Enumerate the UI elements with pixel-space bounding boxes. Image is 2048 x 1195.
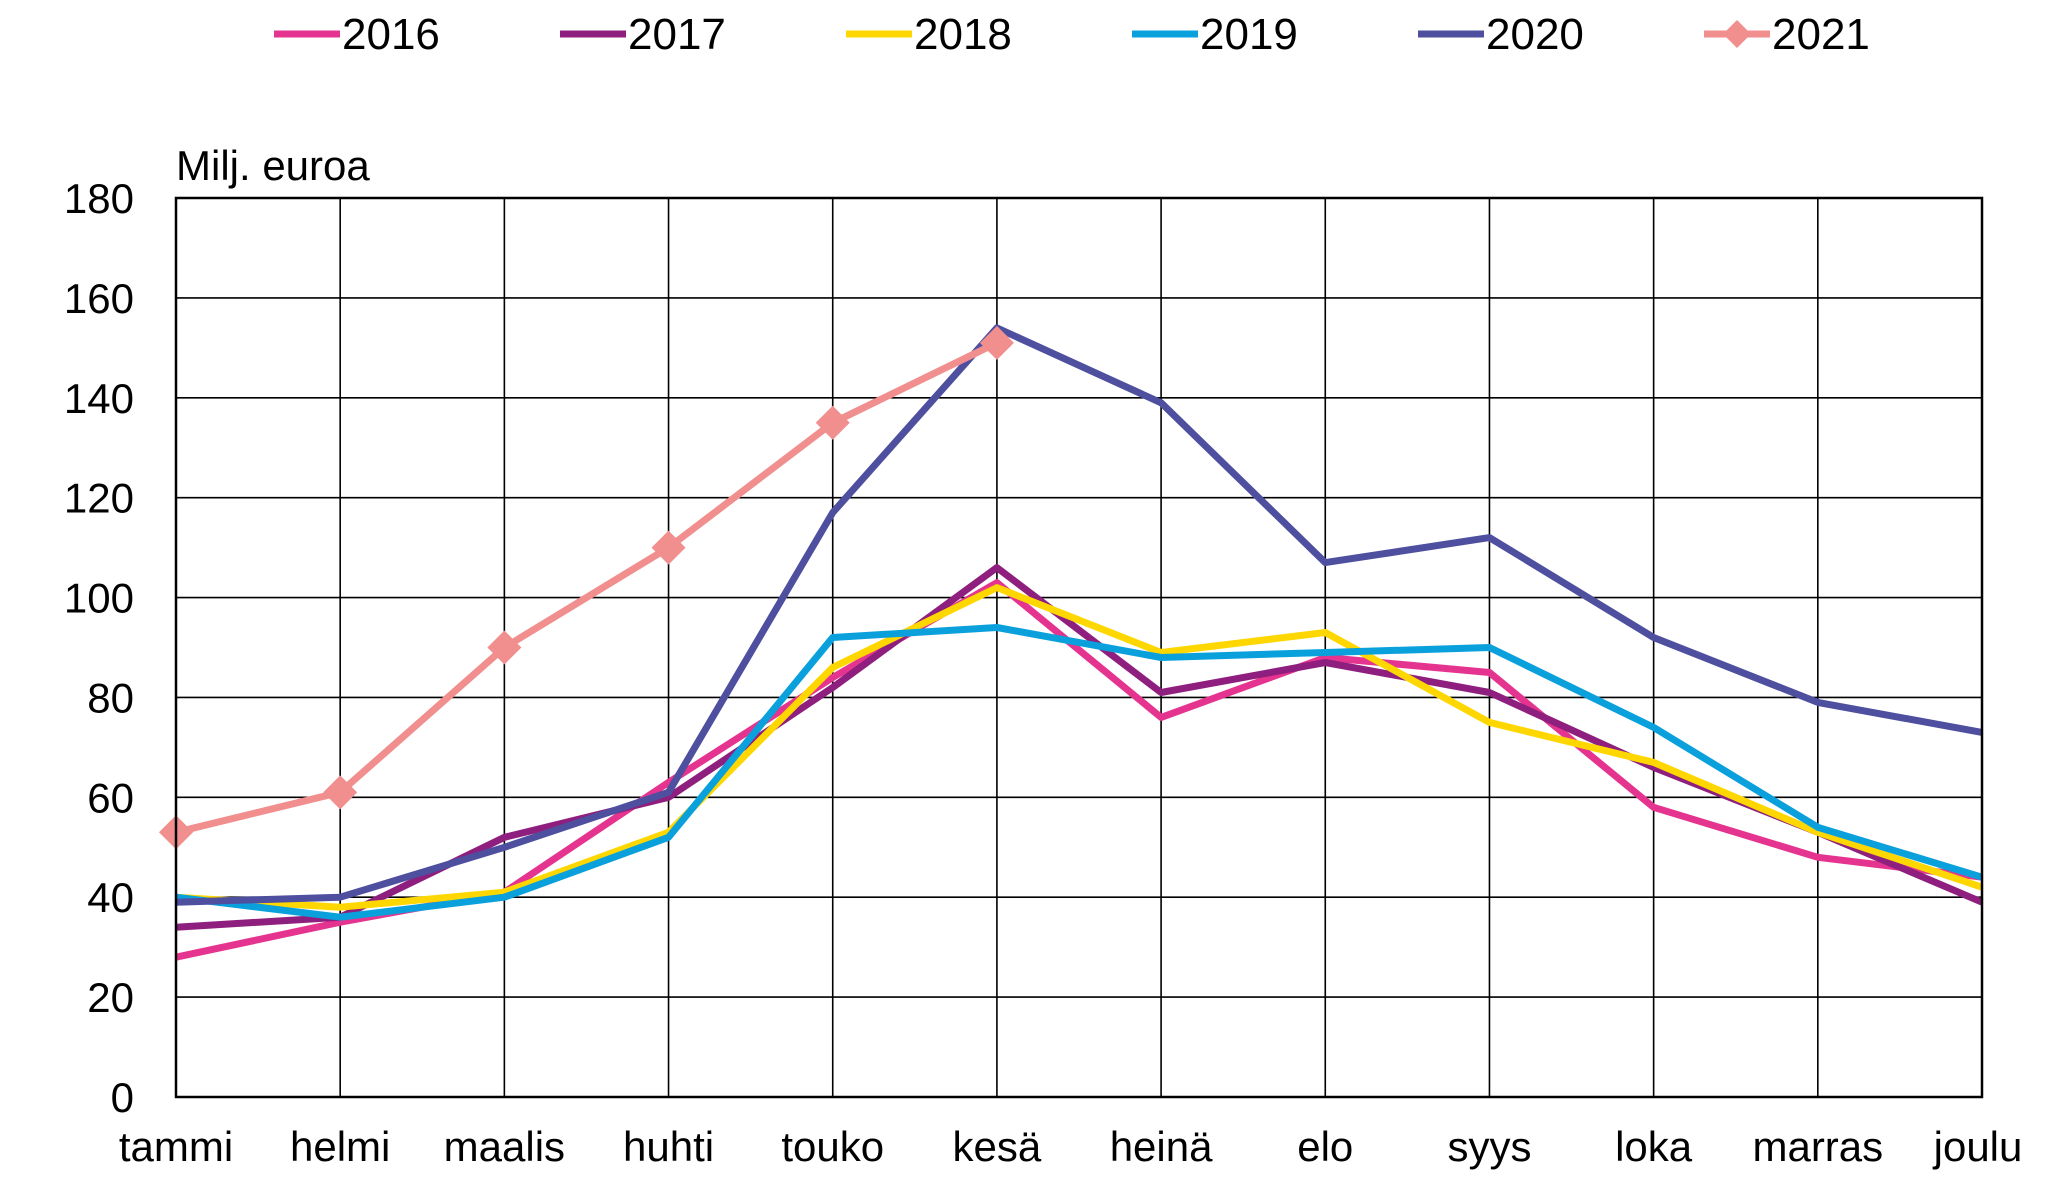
y-tick-label: 40	[87, 874, 134, 921]
data-point-marker	[979, 325, 1014, 360]
x-tick-label: touko	[781, 1123, 884, 1170]
legend-item-2020: 2020	[1418, 10, 1584, 59]
y-tick-label: 60	[87, 774, 134, 821]
chart-series	[159, 324, 1984, 961]
legend-label: 2018	[914, 10, 1012, 59]
series-line	[175, 584, 1984, 911]
legend-item-2018: 2018	[846, 10, 1012, 59]
legend-item-2017: 2017	[560, 10, 726, 59]
x-tick-label: syys	[1447, 1123, 1531, 1170]
x-tick-label: maalis	[444, 1123, 565, 1170]
legend-item-2021: 2021	[1704, 10, 1870, 59]
x-tick-label: heinä	[1110, 1123, 1213, 1170]
series-2021	[159, 325, 1014, 850]
series-line	[175, 564, 1984, 931]
x-tick-label: marras	[1752, 1123, 1883, 1170]
legend-label: 2016	[342, 10, 440, 59]
legend-item-2016: 2016	[274, 10, 440, 59]
x-tick-label: joulu	[1932, 1123, 2023, 1170]
y-axis-ticks: 0 20 40 60 80 100 120 140 160 180	[64, 175, 134, 1121]
x-tick-label: loka	[1615, 1123, 1693, 1170]
legend-label: 2020	[1486, 10, 1584, 59]
x-tick-label: elo	[1297, 1123, 1353, 1170]
series-line	[175, 339, 999, 836]
y-tick-label: 120	[64, 475, 134, 522]
data-point-marker	[651, 530, 686, 565]
y-tick-label: 140	[64, 375, 134, 422]
chart-legend: 2016 2017 2018 2019 2020 2021	[274, 10, 1870, 59]
y-tick-label: 20	[87, 974, 134, 1021]
series-2017	[175, 564, 1984, 931]
y-tick-label: 80	[87, 674, 134, 721]
legend-label: 2017	[628, 10, 726, 59]
y-tick-label: 100	[64, 575, 134, 622]
y-tick-label: 0	[111, 1074, 134, 1121]
plot-area-frame	[174, 196, 1984, 1099]
x-tick-label: helmi	[290, 1123, 390, 1170]
series-2018	[175, 584, 1984, 911]
legend-label: 2021	[1772, 10, 1870, 59]
series-2019	[175, 624, 1984, 921]
data-point-marker	[487, 630, 522, 665]
legend-item-2019: 2019	[1132, 10, 1298, 59]
legend-label: 2019	[1200, 10, 1298, 59]
x-axis-ticks: tammi helmi maalis huhti touko kesä heinä elo sy…	[119, 1123, 2023, 1170]
x-tick-label: kesä	[953, 1123, 1042, 1170]
y-axis-unit-label: Milj. euroa	[176, 142, 370, 189]
data-point-marker	[323, 775, 358, 810]
y-tick-label: 180	[64, 175, 134, 222]
series-2020	[175, 324, 1983, 906]
x-tick-label: tammi	[119, 1123, 233, 1170]
data-point-marker	[815, 405, 850, 440]
series-line	[175, 324, 1983, 906]
legend-marker	[1723, 20, 1751, 48]
series-line	[175, 624, 1984, 921]
y-tick-label: 160	[64, 275, 134, 322]
x-tick-label: huhti	[623, 1123, 714, 1170]
